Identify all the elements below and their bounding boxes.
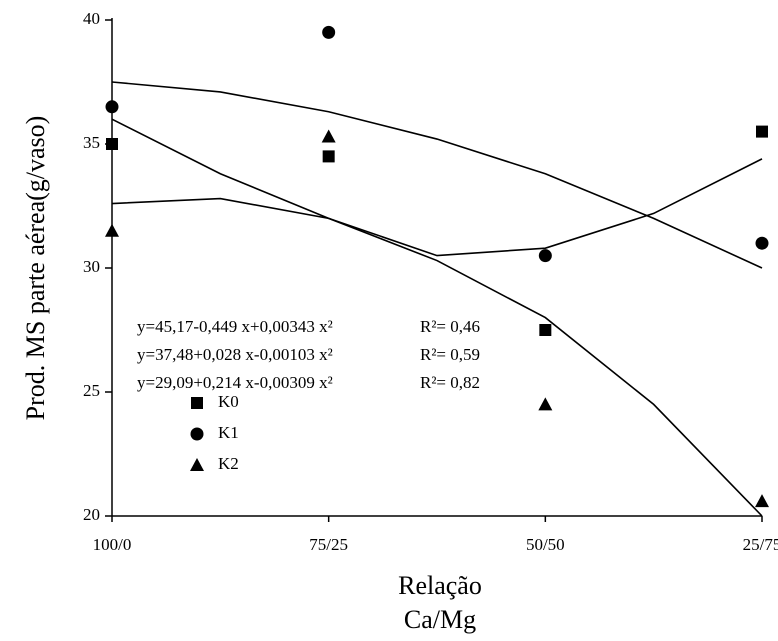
y-tick-label: 20 xyxy=(83,505,100,524)
marker xyxy=(539,324,552,336)
marker xyxy=(755,494,769,508)
equation: y=45,17-0,449 x+0,00343 x² xyxy=(137,317,333,336)
legend-marker xyxy=(190,427,204,441)
legend-label: K0 xyxy=(218,392,239,411)
marker xyxy=(105,223,119,237)
x-tick-label: 75/25 xyxy=(309,535,348,554)
marker xyxy=(538,249,552,263)
equation: y=29,09+0,214 x-0,00309 x² xyxy=(137,373,333,392)
x-axis-label: Ca/Mg xyxy=(404,605,476,634)
marker xyxy=(105,100,119,114)
fit-curve xyxy=(111,158,763,257)
marker xyxy=(322,150,335,163)
marker xyxy=(322,25,336,39)
r-squared: R²= 0,46 xyxy=(420,317,480,336)
equation: y=37,48+0,028 x-0,00103 x² xyxy=(137,345,333,364)
y-tick-label: 40 xyxy=(83,9,100,28)
legend-label: K1 xyxy=(218,423,239,442)
marker xyxy=(106,138,118,150)
y-tick-label: 30 xyxy=(83,257,100,276)
x-tick-label: 50/50 xyxy=(526,535,565,554)
marker xyxy=(538,397,553,411)
r-squared: R²= 0,82 xyxy=(420,373,480,392)
y-axis-label: Prod. MS parte aérea(g/vaso) xyxy=(21,116,50,421)
marker xyxy=(756,125,768,138)
x-tick-label: 100/0 xyxy=(93,535,132,554)
fit-curve xyxy=(111,81,763,269)
y-tick-label: 25 xyxy=(83,381,100,400)
legend-marker xyxy=(191,397,203,409)
x-tick-label: 25/75 xyxy=(743,535,778,554)
marker xyxy=(321,129,336,143)
legend-label: K2 xyxy=(218,454,239,473)
marker xyxy=(755,236,769,250)
fit-curve xyxy=(111,118,763,517)
legend-marker xyxy=(190,458,204,471)
y-tick-label: 35 xyxy=(83,133,100,152)
r-squared: R²= 0,59 xyxy=(420,345,480,364)
x-axis-label: Relação xyxy=(398,571,482,600)
